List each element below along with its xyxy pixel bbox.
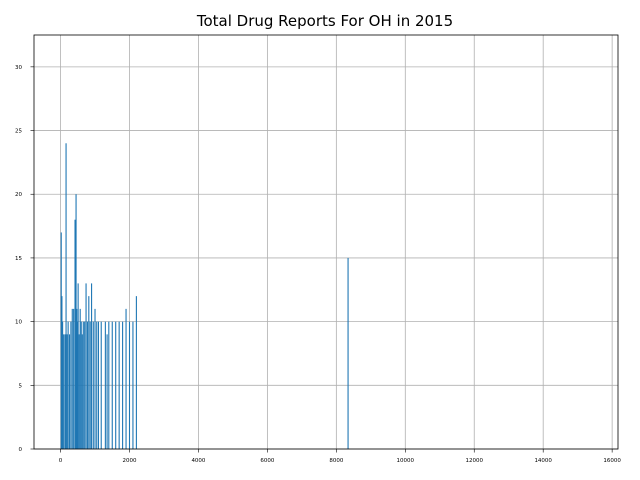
bar (118, 321, 120, 449)
bar (68, 334, 71, 449)
plot-frame (33, 34, 619, 450)
bar (88, 296, 90, 449)
x-tick-label: 8000 (329, 458, 343, 464)
bar (74, 219, 76, 449)
x-tick-label: 2000 (122, 458, 136, 464)
bar (84, 321, 86, 449)
bar (106, 334, 108, 449)
bar (81, 334, 83, 449)
bar (347, 257, 349, 449)
bar (96, 321, 98, 449)
x-tick-label: 4000 (191, 458, 205, 464)
ticks-layer: 0 2000 4000 6000 8000 10000 12000 14000 16000 0 5 1… (15, 65, 621, 464)
y-tick-label: 0 (19, 447, 23, 453)
bar (66, 334, 68, 449)
bar (63, 334, 65, 449)
bar (100, 321, 102, 449)
x-tick-label: 16000 (603, 458, 621, 464)
bar (91, 283, 93, 449)
x-tick-label: 6000 (260, 458, 274, 464)
bar (73, 308, 75, 449)
axes-layer (33, 34, 619, 450)
y-tick-label: 30 (15, 65, 22, 71)
bar (104, 321, 106, 449)
bar (135, 296, 137, 449)
y-tick-label: 5 (19, 383, 23, 389)
bar (64, 334, 66, 449)
bar (115, 321, 117, 449)
y-tick-label: 10 (15, 320, 22, 326)
bar (94, 308, 96, 449)
chart-title: Total Drug Reports For OH in 2015 (196, 12, 453, 30)
bar (60, 232, 62, 449)
bar (111, 321, 113, 449)
bars-layer (60, 143, 349, 449)
bar (85, 283, 87, 449)
bar (67, 321, 69, 449)
bar (86, 321, 88, 449)
y-tick-label: 25 (15, 129, 22, 135)
bar (79, 308, 81, 449)
bar (62, 321, 64, 449)
bar (122, 321, 124, 449)
bar (61, 296, 63, 449)
bar (108, 321, 110, 449)
bar (76, 308, 78, 449)
bar (97, 321, 100, 449)
bar (128, 321, 131, 449)
bar (125, 308, 127, 449)
bar (92, 321, 94, 449)
grid-layer (34, 35, 618, 450)
bar (71, 308, 73, 449)
bar (70, 321, 72, 449)
bar (65, 143, 67, 449)
bar (78, 334, 80, 449)
y-tick-label: 20 (15, 192, 22, 198)
bar (132, 321, 134, 449)
x-tick-label: 0 (59, 458, 63, 464)
bar (89, 321, 91, 449)
y-tick-label: 15 (15, 256, 22, 262)
bar (77, 283, 79, 449)
x-tick-label: 12000 (465, 458, 483, 464)
bar (82, 321, 84, 449)
bar (75, 194, 77, 449)
x-tick-label: 10000 (397, 458, 415, 464)
x-tick-label: 14000 (534, 458, 552, 464)
bar (80, 321, 82, 449)
bar (76, 321, 78, 449)
